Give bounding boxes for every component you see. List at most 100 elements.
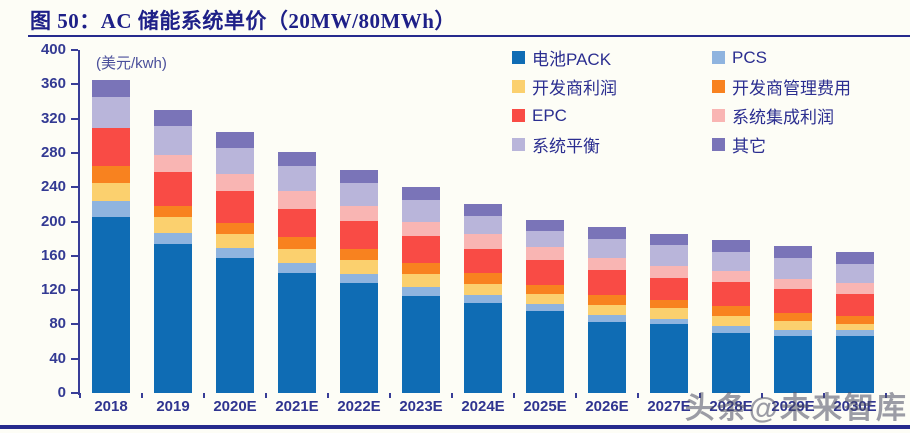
bar-segment-其它 <box>340 170 378 183</box>
x-axis-tick <box>575 393 577 398</box>
y-axis-tick <box>71 117 78 120</box>
bar-segment-其它 <box>402 187 440 201</box>
x-axis-label-2020E: 2020E <box>213 398 257 415</box>
y-axis-label: 40 <box>49 349 66 367</box>
bar-segment-开发商管理费用 <box>154 206 192 218</box>
bar-segment-系统集成利润 <box>650 266 688 279</box>
bar-segment-电池PACK <box>154 243 192 393</box>
legend-label: PCS <box>732 47 767 67</box>
bar-segment-开发商管理费用 <box>526 284 564 294</box>
bar-segment-开发商管理费用 <box>774 313 812 321</box>
bar-segment-电池PACK <box>588 321 626 393</box>
bar-slot-2022E <box>328 50 390 393</box>
bar-segment-开发商管理费用 <box>712 306 750 316</box>
x-axis-tick <box>513 393 515 398</box>
legend-label: 系统平衡 <box>532 137 600 156</box>
bar-segment-其它 <box>278 152 316 166</box>
bar-segment-电池PACK <box>464 302 502 393</box>
bar-segment-EPC <box>464 248 502 273</box>
bar-slot-2018 <box>80 50 142 393</box>
x-axis-label-2026E: 2026E <box>585 398 629 415</box>
y-axis-label: 160 <box>40 246 66 264</box>
y-axis-label: 0 <box>57 384 66 401</box>
plot-area <box>80 50 886 393</box>
bar-segment-电池PACK <box>774 335 812 393</box>
bar-segment-开发商管理费用 <box>278 236 316 249</box>
bar-segment-系统集成利润 <box>588 257 626 270</box>
bar-segment-电池PACK <box>278 272 316 393</box>
bar-segment-系统平衡 <box>92 97 130 129</box>
bar-segment-开发商利润 <box>216 234 254 249</box>
bar-segment-开发商利润 <box>154 217 192 233</box>
bar-2025E <box>526 219 564 393</box>
x-axis-label-2022E: 2022E <box>337 398 381 415</box>
legend-swatch-icon <box>712 138 725 151</box>
legend-item-系统集成利润: 系统集成利润 <box>712 104 910 127</box>
legend-swatch-icon <box>512 138 525 151</box>
bar-segment-EPC <box>526 260 564 285</box>
bar-segment-系统集成利润 <box>154 154 192 172</box>
bottom-border <box>0 425 910 429</box>
bar-segment-系统集成利润 <box>464 234 502 249</box>
bar-segment-其它 <box>836 252 874 264</box>
bar-segment-PCS <box>588 314 626 322</box>
legend-item-开发商管理费用: 开发商管理费用 <box>712 75 910 98</box>
bar-segment-开发商利润 <box>92 182 130 201</box>
x-axis-tick <box>451 393 453 398</box>
bar-segment-EPC <box>650 278 688 301</box>
x-axis-tick <box>885 393 887 398</box>
y-axis-label: 240 <box>40 178 66 196</box>
bar-segment-PCS <box>154 232 192 244</box>
bar-segment-系统平衡 <box>402 200 440 222</box>
bar-segment-PCS <box>774 329 812 336</box>
bar-segment-电池PACK <box>526 310 564 393</box>
x-axis-tick <box>265 393 267 398</box>
bar-segment-系统平衡 <box>340 182 378 207</box>
bar-slot-2020E <box>204 50 266 393</box>
y-axis-tick <box>71 254 78 257</box>
bar-segment-PCS <box>464 295 502 303</box>
x-axis-label-2024E: 2024E <box>461 398 505 415</box>
bar-2029E <box>774 246 812 393</box>
bar-segment-系统平衡 <box>216 147 254 175</box>
bar-segment-开发商利润 <box>402 273 440 287</box>
legend-item-EPC: EPC <box>512 104 712 127</box>
bar-segment-系统集成利润 <box>216 174 254 192</box>
bar-segment-开发商管理费用 <box>588 295 626 305</box>
bar-slot-2021E <box>266 50 328 393</box>
y-axis-tick <box>71 392 78 394</box>
bar-segment-电池PACK <box>836 336 874 393</box>
y-axis-line <box>78 50 80 395</box>
legend-swatch-icon <box>512 109 525 122</box>
bar-segment-系统平衡 <box>774 257 812 279</box>
legend-item-开发商利润: 开发商利润 <box>512 75 712 98</box>
x-axis-label-2028E: 2028E <box>709 398 753 415</box>
bar-segment-电池PACK <box>340 283 378 393</box>
legend-label: 开发商利润 <box>532 79 617 98</box>
bar-segment-系统平衡 <box>464 216 502 235</box>
bar-segment-其它 <box>464 204 502 217</box>
bar-segment-其它 <box>216 132 254 148</box>
legend-swatch-icon <box>712 109 725 122</box>
bar-segment-开发商利润 <box>712 315 750 327</box>
bar-2030E <box>836 252 874 393</box>
x-axis-tick <box>699 393 701 398</box>
bar-2026E <box>588 226 626 393</box>
legend-item-其它: 其它 <box>712 133 910 156</box>
bar-segment-开发商利润 <box>650 308 688 320</box>
bar-segment-系统平衡 <box>278 165 316 191</box>
bar-segment-系统集成利润 <box>402 221 440 237</box>
bar-segment-开发商利润 <box>588 304 626 315</box>
bar-segment-开发商管理费用 <box>340 248 378 261</box>
bar-segment-其它 <box>650 233 688 245</box>
legend-swatch-icon <box>712 80 725 93</box>
bar-segment-系统平衡 <box>650 244 688 267</box>
legend-swatch-icon <box>512 51 525 64</box>
y-axis-label: 320 <box>40 109 66 127</box>
y-axis-tick <box>71 151 78 154</box>
bar-segment-PCS <box>402 286 440 297</box>
bar-segment-系统集成利润 <box>712 271 750 282</box>
y-axis-label: 400 <box>40 41 66 58</box>
bar-segment-PCS <box>340 273 378 284</box>
bar-2024E <box>464 204 502 393</box>
